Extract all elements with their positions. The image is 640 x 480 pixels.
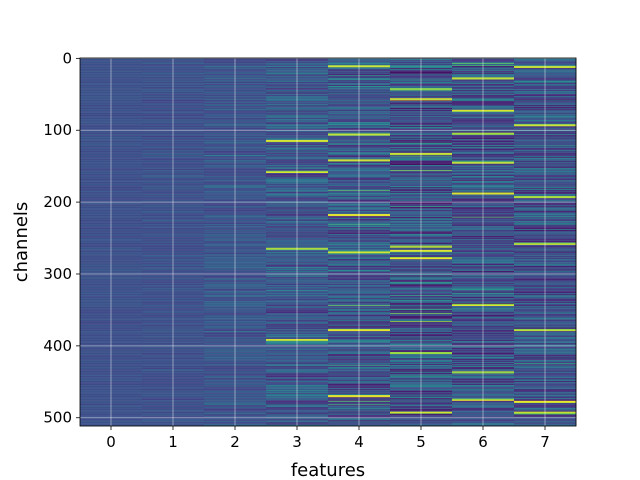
x-axis-label: features [291, 460, 365, 480]
plot-frame [79, 57, 577, 427]
y-tick-label: 500 [43, 409, 72, 427]
grid-lines [80, 57, 576, 426]
x-tick-label: 2 [230, 433, 240, 451]
x-tick-label: 0 [106, 433, 116, 451]
x-tick-label: 5 [416, 433, 426, 451]
x-tick-label: 7 [540, 433, 550, 451]
x-axis: 0 1 2 3 4 5 6 7 [106, 426, 550, 451]
y-tick-label: 200 [43, 193, 72, 211]
y-tick-label: 0 [62, 49, 72, 67]
x-tick-label: 4 [354, 433, 364, 451]
x-tick-label: 1 [168, 433, 178, 451]
x-tick-label: 3 [292, 433, 302, 451]
x-tick-label: 6 [478, 433, 488, 451]
heatmap-cells [80, 58, 577, 427]
y-axis: 0 100 200 300 400 500 [43, 49, 80, 427]
y-tick-label: 300 [43, 265, 72, 283]
y-axis-label: channels [11, 202, 32, 283]
y-tick-label: 100 [43, 121, 72, 139]
y-tick-label: 400 [43, 337, 72, 355]
